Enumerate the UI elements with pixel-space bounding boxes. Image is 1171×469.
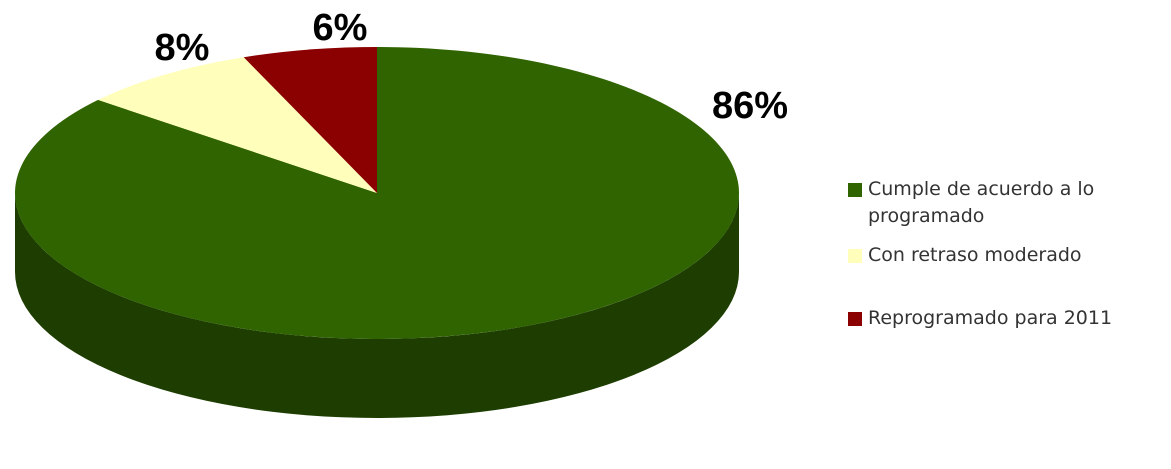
pie-side-walls [15, 193, 739, 418]
pie-slice-2 [243, 47, 377, 193]
data-label-0: 86% [712, 85, 788, 127]
legend-swatch-cumple [848, 183, 862, 197]
legend-item-reprogramado: Reprogramado para 2011 [848, 305, 1168, 332]
pie-slice-1 [98, 57, 377, 194]
legend-swatch-retraso [848, 249, 862, 263]
legend-item-cumple: Cumple de acuerdo a lo programado [848, 176, 1168, 230]
legend-item-retraso: Con retraso moderado [848, 242, 1168, 269]
data-label-2: 6% [313, 7, 368, 49]
pie-side-0 [15, 193, 739, 418]
legend-label-retraso: Con retraso moderado [868, 244, 1082, 266]
legend-label-cumple: Cumple de acuerdo a lo programado [868, 178, 1095, 227]
pie-top-faces [14, 47, 740, 339]
data-label-1: 8% [155, 27, 210, 69]
legend: Cumple de acuerdo a lo programado Con re… [848, 176, 1168, 332]
legend-swatch-reprogramado [848, 312, 862, 326]
legend-label-reprogramado: Reprogramado para 2011 [868, 307, 1113, 329]
